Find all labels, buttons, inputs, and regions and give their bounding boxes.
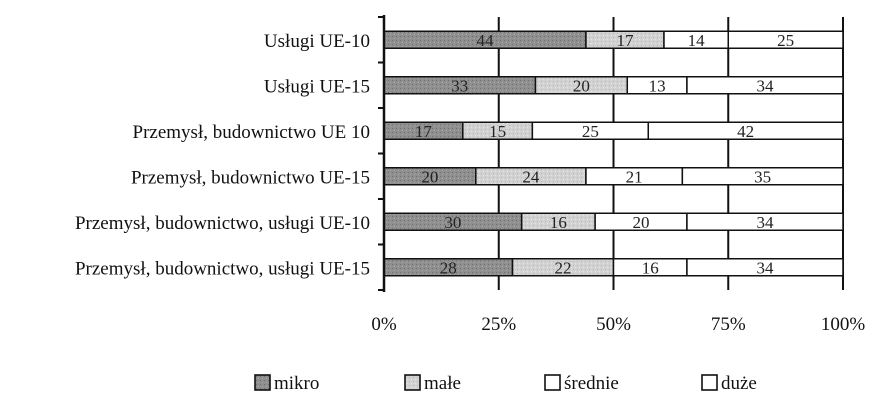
bar-value-label: 17 — [616, 31, 634, 50]
bar-value-label: 44 — [476, 31, 494, 50]
bar-value-label: 16 — [642, 258, 659, 277]
category-label: Usługi UE-15 — [264, 76, 370, 97]
x-tick-labels: 0% 25% 50% 75% 100% — [371, 314, 865, 335]
bar-value-label: 25 — [582, 122, 599, 141]
legend-item-mikro: mikro — [254, 373, 319, 394]
bar-value-label: 21 — [626, 167, 643, 186]
category-label: Przemysł, budownictwo UE 10 — [133, 122, 370, 143]
bar-value-label: 28 — [440, 258, 457, 277]
bar-value-label: 34 — [756, 76, 774, 95]
legend-label: małe — [424, 373, 461, 394]
bar-value-label: 42 — [737, 122, 754, 141]
bar-value-label: 20 — [633, 213, 650, 232]
bar-value-label: 17 — [415, 122, 433, 141]
legend-label: duże — [721, 373, 757, 394]
bar-value-label: 13 — [649, 76, 666, 95]
legend-swatch — [701, 374, 718, 391]
bar-segment-duże — [681, 167, 844, 186]
bar-value-label: 22 — [555, 258, 572, 277]
bar-value-label: 30 — [444, 213, 461, 232]
bar-value-label: 20 — [573, 76, 590, 95]
bar-segment-duże — [727, 30, 844, 49]
legend: mikro małe średnie duże — [254, 373, 757, 394]
legend-label: średnie — [564, 373, 619, 394]
legend-swatch — [544, 374, 561, 391]
legend-swatch — [404, 374, 421, 391]
bar-value-label: 15 — [489, 122, 506, 141]
bar-value-label: 24 — [522, 167, 540, 186]
category-label: Przemysł, budownictwo, usługi UE-10 — [75, 213, 370, 234]
x-tick-label: 75% — [711, 314, 746, 335]
bar-segment-duże — [686, 258, 844, 277]
bars — [383, 30, 844, 277]
bar-segment-duże — [686, 76, 844, 95]
legend-item-małe: małe — [404, 373, 461, 394]
category-labels: Usługi UE-10 Usługi UE-15 Przemysł, budown… — [75, 31, 370, 280]
gridlines — [497, 17, 844, 290]
bar-value-label: 34 — [756, 213, 774, 232]
bar-value-label: 16 — [550, 213, 567, 232]
legend-item-średnie: średnie — [544, 373, 619, 394]
bar-value-labels: 44 17 14 25 33 20 13 34 17 15 25 42 20 24 21 35 30 16 20 34… — [415, 31, 794, 278]
bar-value-label: 33 — [451, 76, 468, 95]
x-tick-label: 100% — [821, 314, 866, 335]
legend-label: mikro — [274, 373, 319, 394]
x-tick-label: 50% — [596, 314, 631, 335]
bar-value-label: 34 — [756, 258, 774, 277]
x-tick-label: 25% — [481, 314, 516, 335]
x-tick-label: 0% — [371, 314, 397, 335]
bar-value-label: 14 — [688, 31, 706, 50]
bar-segment-duże — [647, 121, 844, 140]
bar-value-label: 35 — [754, 167, 771, 186]
category-label: Przemysł, budownictwo, usługi UE-15 — [75, 258, 370, 279]
bar-value-label: 25 — [777, 31, 794, 50]
category-label: Usługi UE-10 — [264, 31, 370, 52]
axes — [378, 15, 386, 292]
bar-segment-duże — [686, 212, 844, 231]
category-label: Przemysł, budownictwo UE-15 — [131, 167, 370, 188]
legend-item-duże: duże — [701, 373, 757, 394]
legend-swatch — [254, 374, 271, 391]
bar-value-label: 20 — [421, 167, 438, 186]
